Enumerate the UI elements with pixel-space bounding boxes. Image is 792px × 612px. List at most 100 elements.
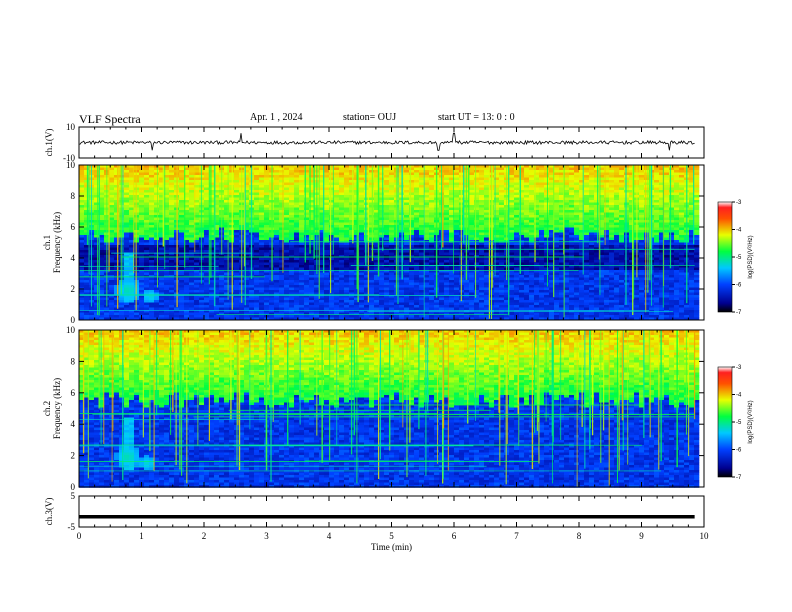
spectrogram-cell (229, 225, 235, 228)
spectrogram-cell (214, 192, 220, 196)
spectrogram-cell (334, 287, 340, 291)
spectrogram-cell (244, 185, 250, 188)
spectrogram-cell (344, 172, 350, 176)
spectrogram-cell (279, 237, 285, 241)
spectrogram-cell (409, 170, 415, 173)
spectrogram-cell (194, 250, 200, 253)
spectrogram-cell (294, 222, 300, 226)
spectrogram-cell (414, 255, 420, 258)
spectrogram-cell (114, 182, 120, 186)
spectrogram-cell (269, 282, 275, 286)
spectrogram-cell (409, 252, 415, 256)
spectrogram-cell (369, 240, 375, 243)
spectrogram-cell (429, 165, 435, 168)
spectrogram-cell (294, 302, 300, 306)
spectrogram-cell (179, 297, 185, 301)
spectrogram-cell (149, 285, 155, 288)
spectrogram-cell (169, 225, 175, 228)
spectrogram-cell (244, 252, 250, 256)
spectrogram-cell (79, 245, 85, 248)
spectrogram-cell (164, 290, 170, 293)
spectrogram-cell (214, 205, 220, 208)
spectrogram-cell (384, 235, 390, 238)
spectrogram-cell (429, 200, 435, 203)
spectrogram-cell (214, 220, 220, 223)
spectrogram-cell (339, 172, 345, 176)
spectrogram-cell (449, 182, 455, 186)
spectrogram-cell (354, 317, 360, 321)
spectrogram-cell (129, 215, 135, 218)
spectrogram-cell (424, 292, 430, 296)
spectrogram-cell (439, 255, 445, 258)
spectrogram-cell (229, 280, 235, 283)
spectrogram-cell (144, 197, 150, 201)
spectrogram-cell (339, 275, 345, 278)
spectrogram-cell (259, 212, 265, 216)
spectrogram-cell (349, 277, 355, 281)
spectrogram-cell (209, 315, 215, 318)
spectrogram-cell (324, 290, 330, 293)
spectrogram-cell (244, 180, 250, 183)
spectrogram-cell (84, 182, 90, 186)
spectrogram-cell (349, 177, 355, 181)
spectrogram-cell (224, 277, 230, 281)
spectrogram-cell (299, 240, 305, 243)
spectrogram-cell (389, 195, 395, 198)
spectrogram-cell (134, 317, 140, 321)
spectrogram-cell (324, 237, 330, 241)
spectrogram-cell (144, 182, 150, 186)
spectrogram-cell (189, 177, 195, 181)
spectrogram-cell (259, 205, 265, 208)
spectrogram-cell (154, 215, 160, 218)
spectrogram-cell (399, 292, 405, 296)
spectrogram-cell (99, 205, 105, 208)
spectrogram-cell (84, 252, 90, 256)
spectrogram-cell (169, 317, 175, 321)
spectrogram-cell (139, 297, 145, 301)
spectrogram-cell (204, 292, 210, 296)
spectrogram-cell (409, 235, 415, 238)
spectrogram-cell (409, 305, 415, 308)
spectrogram-cell (454, 212, 460, 216)
spectrogram-cell (349, 317, 355, 321)
spectrogram-cell (144, 210, 150, 213)
spectrogram-cell (344, 292, 350, 296)
spectrogram-cell (469, 190, 475, 193)
spectrogram-cell (254, 192, 260, 196)
spectrogram-cell (184, 300, 190, 303)
spectrogram-cell (159, 252, 165, 256)
spectrogram-cell (424, 297, 430, 301)
spectrogram-cell (389, 292, 395, 296)
spectrogram-cell (159, 287, 165, 291)
spectrogram-cell (274, 225, 280, 228)
spectrogram-cell (414, 257, 420, 261)
spectrogram-cell (414, 200, 420, 203)
spectrogram-cell (194, 182, 200, 186)
spectrogram-cell (144, 165, 150, 168)
spectrogram-cell (174, 312, 180, 316)
spectrogram-cell (334, 170, 340, 173)
spectrogram-cell (189, 227, 195, 231)
spectrogram-cell (304, 257, 310, 261)
spectrogram-cell (254, 292, 260, 296)
spectrogram-cell (274, 212, 280, 216)
spectrogram-cell (404, 302, 410, 306)
spectrogram-cell (424, 317, 430, 321)
spectrogram-cell (439, 280, 445, 283)
spectrogram-cell (109, 187, 115, 191)
spectrogram-cell (194, 317, 200, 321)
spectrogram-cell (349, 245, 355, 248)
spectrogram-cell (99, 275, 105, 278)
spectrogram-cell (419, 190, 425, 193)
spectrogram-cell (274, 245, 280, 248)
spectrogram-cell (294, 210, 300, 213)
spectrogram-cell (189, 212, 195, 216)
spectrogram-cell (439, 297, 445, 301)
spectrogram-cell (349, 242, 355, 246)
spectrogram-cell (314, 300, 320, 303)
spectrogram-cell (159, 260, 165, 263)
spectrogram-cell (469, 287, 475, 291)
spectrogram-cell (384, 285, 390, 288)
spectrogram-cell (259, 235, 265, 238)
spectrogram-cell (254, 167, 260, 171)
